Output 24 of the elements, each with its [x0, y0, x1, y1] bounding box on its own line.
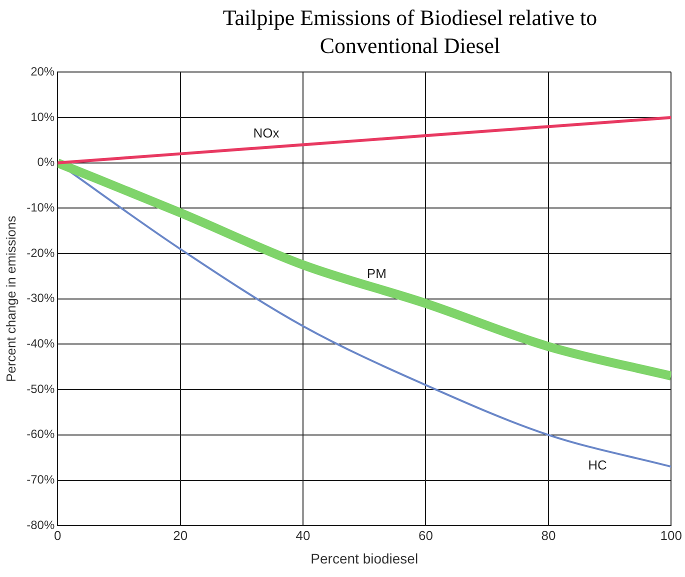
y-tick-label: -80%: [26, 518, 55, 532]
y-tick-label: 0%: [37, 155, 55, 170]
y-tick-label: -30%: [26, 291, 55, 306]
y-axis-title: Percent change in emissions: [3, 215, 18, 382]
x-tick-label: 0: [54, 528, 62, 543]
y-tick-label: 20%: [30, 64, 55, 79]
y-tick-label: -10%: [26, 200, 55, 215]
series-label: HC: [588, 458, 607, 473]
y-tick-label: -60%: [26, 427, 55, 442]
x-tick-label: 60: [418, 528, 433, 543]
series-label: NOx: [253, 125, 280, 140]
y-tick-label: -40%: [26, 336, 55, 351]
chart-title: Tailpipe Emissions of Biodiesel relative to Conventional Diesel: [222, 4, 598, 60]
y-tick-label: -20%: [26, 246, 55, 260]
y-tick-label: 10%: [30, 110, 55, 124]
x-tick-label: 80: [541, 528, 556, 543]
x-tick-label: 100: [660, 528, 682, 543]
line-series: [58, 116, 672, 164]
x-tick-label: 20: [173, 528, 188, 543]
y-tick-label: -50%: [26, 382, 55, 396]
x-axis-title: Percent biodiesel: [310, 550, 418, 566]
y-tick-label: -70%: [26, 472, 55, 487]
series-label: PM: [366, 266, 386, 282]
x-tick-label: 40: [296, 528, 310, 543]
